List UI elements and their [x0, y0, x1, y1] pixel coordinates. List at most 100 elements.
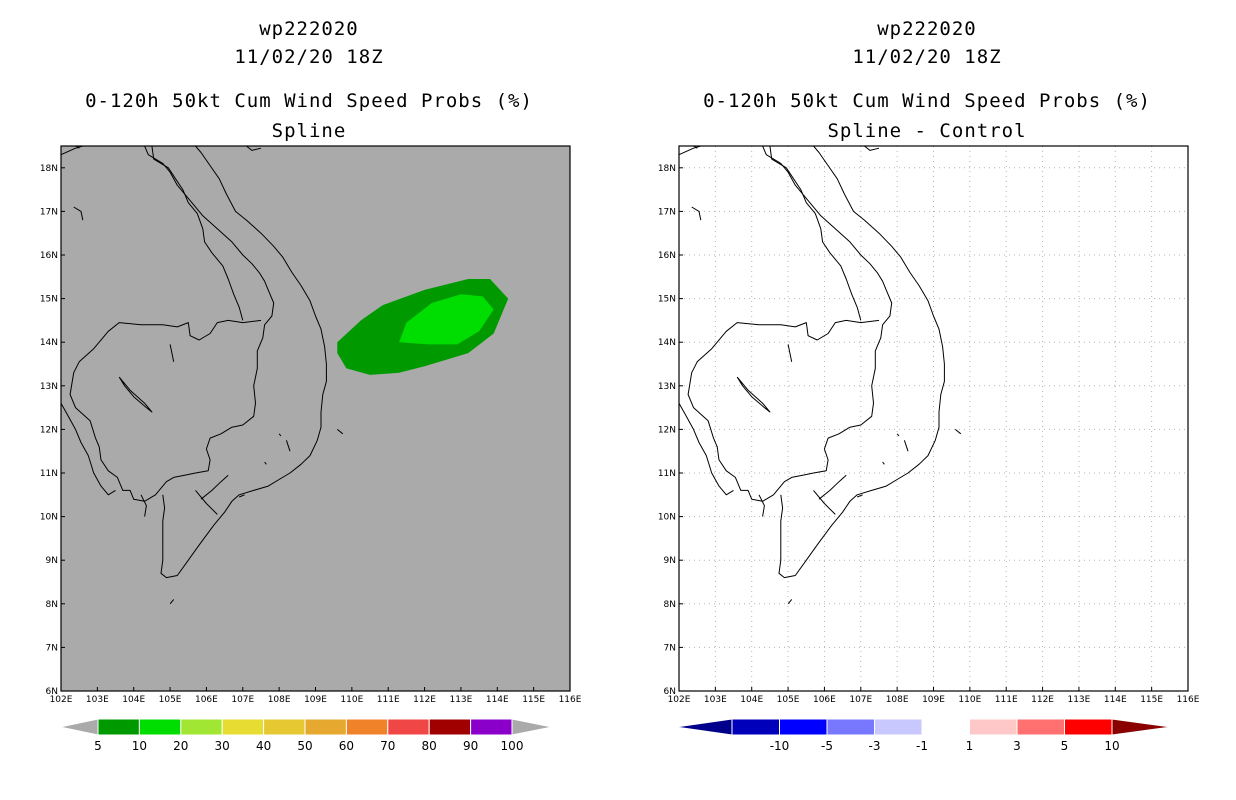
x-tick-label: 109E: [304, 695, 327, 705]
coastline: [787, 344, 793, 362]
y-tick-label: 16N: [658, 251, 676, 261]
colorbar-label: 40: [256, 739, 271, 753]
x-tick-label: 112E: [413, 695, 436, 705]
colorbar-swatch: [221, 718, 265, 736]
y-tick-label: 11N: [40, 469, 58, 479]
x-tick-label: 108E: [886, 695, 909, 705]
x-tick-label: 103E: [86, 695, 109, 705]
colorbar-label: 1: [966, 739, 974, 753]
y-tick-label: 10N: [658, 513, 676, 523]
colorbar-left-triangle: [59, 718, 99, 736]
coastline: [195, 490, 218, 515]
colorbar-swatch: [470, 718, 513, 736]
storm-id-label: wp222020: [259, 18, 359, 40]
x-tick-label: 107E: [849, 695, 872, 705]
y-tick-label: 6N: [664, 687, 676, 697]
x-tick-label: 104E: [122, 695, 145, 705]
chart-spline-map: 102E 103E 104E 105E 106E 107E 108E 109E 110E 111E…: [40, 145, 582, 753]
coastline: [882, 461, 885, 465]
chart-title: 0-120h 50kt Cum Wind Speed Probs (%): [703, 90, 1151, 112]
coastline: [787, 599, 793, 605]
colorbar-label: 5: [94, 739, 102, 753]
colorbar-swatch: [779, 718, 828, 736]
colorbar-swatch: [1064, 718, 1113, 736]
colorbar-label: 90: [463, 739, 478, 753]
y-tick-label: 8N: [664, 600, 676, 610]
y-tick-label: 18N: [40, 164, 58, 174]
x-tick-label: 116E: [1177, 695, 1200, 705]
coastline: [857, 494, 863, 498]
colorbar-label: 10: [1104, 739, 1119, 753]
y-tick-label: 11N: [658, 469, 676, 479]
colorbar-swatch: [387, 718, 430, 736]
y-tick-label: 13N: [40, 382, 58, 392]
colorbar-swatch: [731, 718, 780, 736]
colorbar-label: 3: [1013, 739, 1021, 753]
colorbar-swatch: [263, 718, 306, 736]
y-tick-label: 7N: [46, 643, 58, 653]
coastline: [239, 494, 245, 498]
colorbar-swatch: [874, 718, 923, 736]
coastline: [758, 494, 765, 517]
x-tick-label: 103E: [704, 695, 727, 705]
coastline: [679, 402, 734, 496]
coastline: [769, 146, 862, 321]
coastline: [679, 146, 701, 156]
panel-spline: wp222020 11/02/20 18Z 0-120h 50kt Cum Wi…: [40, 18, 582, 753]
coastline: [61, 402, 116, 496]
x-tick-label: 104E: [740, 695, 763, 705]
colorbar-label: -1: [916, 739, 928, 753]
colorbar-label: 50: [297, 739, 312, 753]
y-tick-label: 9N: [46, 556, 58, 566]
coastline: [687, 146, 893, 502]
coastline: [903, 440, 909, 452]
coastline: [736, 376, 771, 413]
x-tick-label: 111E: [377, 695, 400, 705]
colorbar-swatch: [969, 718, 1018, 736]
x-tick-label: 113E: [449, 695, 472, 705]
x-tick-label: 115E: [1140, 695, 1163, 705]
y-tick-label: 6N: [46, 687, 58, 697]
colorbar-label: -3: [869, 739, 881, 753]
chart-subtitle: Spline: [271, 120, 347, 142]
y-tick-label: 17N: [40, 207, 58, 217]
colorbar-swatch: [1016, 718, 1065, 736]
y-tick-label: 7N: [664, 643, 676, 653]
y-tick-label: 8N: [46, 600, 58, 610]
storm-id-label: wp222020: [877, 18, 977, 40]
colorbar-swatch: [180, 718, 223, 736]
colorbar-label: 100: [501, 739, 524, 753]
x-tick-label: 106E: [195, 695, 218, 705]
y-tick-label: 13N: [658, 382, 676, 392]
x-tick-label: 108E: [268, 695, 291, 705]
y-tick-label: 14N: [40, 338, 58, 348]
colorbar-left-triangle: [675, 718, 733, 736]
x-tick-label: 106E: [813, 695, 836, 705]
y-tick-label: 12N: [658, 425, 676, 435]
colorbar-label: 30: [215, 739, 230, 753]
plot-background: [61, 146, 570, 691]
coastline: [169, 599, 175, 605]
y-tick-label: 12N: [40, 425, 58, 435]
probability-contour-10-20: [399, 294, 494, 345]
coastline: [778, 146, 945, 579]
colorbar-right-triangle: [511, 718, 553, 736]
y-tick-label: 9N: [664, 556, 676, 566]
colorbar-swatch: [826, 718, 875, 736]
colorbar-label: 20: [173, 739, 188, 753]
x-tick-label: 107E: [231, 695, 254, 705]
colorbar-swatch: [428, 718, 472, 736]
colorbar-swatch: [345, 718, 389, 736]
chart-title: 0-120h 50kt Cum Wind Speed Probs (%): [85, 90, 533, 112]
plot-background: [679, 146, 1188, 691]
x-tick-label: 105E: [777, 695, 800, 705]
x-tick-label: 115E: [522, 695, 545, 705]
coastline: [278, 433, 282, 437]
coastline: [264, 461, 267, 465]
coastline: [169, 344, 175, 362]
colorbar-label: -5: [821, 739, 833, 753]
colorbar-swatch: [138, 718, 182, 736]
panel-spline-control: wp222020 11/02/20 18Z 0-120h 50kt Cum Wi…: [618, 0, 1236, 800]
coastline: [73, 206, 84, 221]
x-tick-label: 116E: [559, 695, 582, 705]
